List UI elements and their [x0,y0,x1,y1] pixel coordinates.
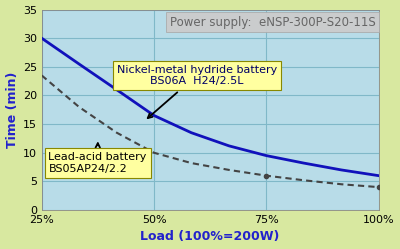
Text: Lead-acid battery
BS05AP24/2.2: Lead-acid battery BS05AP24/2.2 [48,143,147,174]
Y-axis label: Time (min): Time (min) [6,72,18,148]
X-axis label: Load (100%=200W): Load (100%=200W) [140,230,280,244]
Text: Power supply:  eNSP-300P-S20-11S: Power supply: eNSP-300P-S20-11S [170,16,375,29]
Text: Nickel-metal hydride battery
BS06A  H24/2.5L: Nickel-metal hydride battery BS06A H24/2… [116,65,277,118]
